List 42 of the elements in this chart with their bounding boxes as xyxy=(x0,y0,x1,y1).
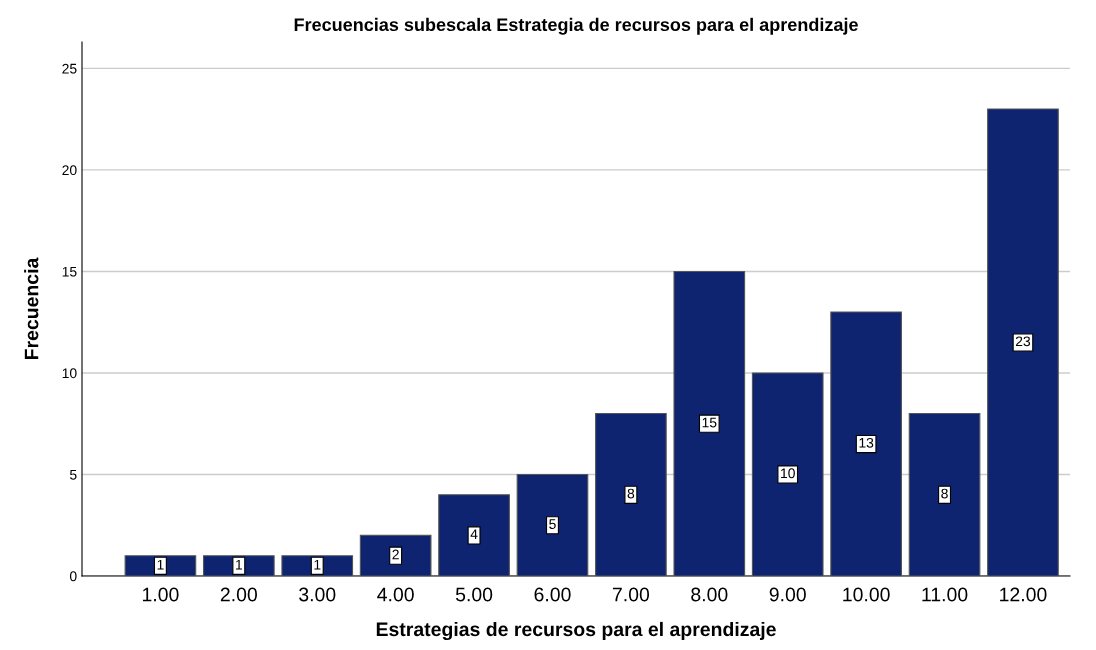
data-label: 1 xyxy=(157,559,164,570)
x-tick-label: 3.00 xyxy=(299,587,336,602)
data-label: 8 xyxy=(941,488,948,499)
x-tick-label: 10.00 xyxy=(843,587,890,602)
x-tick-label: 4.00 xyxy=(377,587,414,602)
bar xyxy=(438,494,510,576)
x-tick-label: 9.00 xyxy=(769,587,806,602)
data-label: 10 xyxy=(781,468,795,479)
data-label: 15 xyxy=(702,417,717,428)
data-label: 4 xyxy=(470,529,478,539)
x-tick-label: 11.00 xyxy=(922,587,968,602)
bar xyxy=(595,413,667,576)
chart-title: Frecuencias subescala Estrategia de recursos para el aprendizaje xyxy=(294,17,858,35)
y-tick-label: 20 xyxy=(62,165,77,176)
data-label: 1 xyxy=(314,559,321,570)
x-axis-title: Estrategias de recursos para el aprendizaje xyxy=(376,621,776,641)
bar xyxy=(516,473,589,576)
bar xyxy=(673,270,746,576)
x-tick-label: 8.00 xyxy=(691,587,728,602)
bar xyxy=(987,108,1059,576)
x-tick-label: 1.00 xyxy=(142,587,179,602)
x-tick-label: 12.00 xyxy=(1000,587,1047,602)
data-label: 8 xyxy=(627,488,635,499)
data-label: 2 xyxy=(392,549,399,560)
x-tick-label: 6.00 xyxy=(534,587,571,602)
x-tick-label: 5.00 xyxy=(455,587,493,602)
data-label: 13 xyxy=(859,437,874,448)
y-tick-label: 25 xyxy=(62,63,77,74)
bar xyxy=(908,413,981,576)
x-tick-label: 2.00 xyxy=(220,587,257,602)
y-tick-label: 5 xyxy=(69,469,77,480)
y-tick-label: 15 xyxy=(62,266,77,277)
y-tick-label: 10 xyxy=(62,368,77,379)
data-label: 23 xyxy=(1015,336,1031,347)
y-tick-label: 0 xyxy=(69,571,77,582)
bar xyxy=(830,311,902,576)
y-axis-title: Frecuencia xyxy=(24,257,39,360)
bar xyxy=(751,372,824,576)
bar xyxy=(359,534,432,576)
data-label: 5 xyxy=(549,519,556,529)
data-label: 1 xyxy=(236,559,243,570)
x-tick-label: 7.00 xyxy=(612,587,650,602)
